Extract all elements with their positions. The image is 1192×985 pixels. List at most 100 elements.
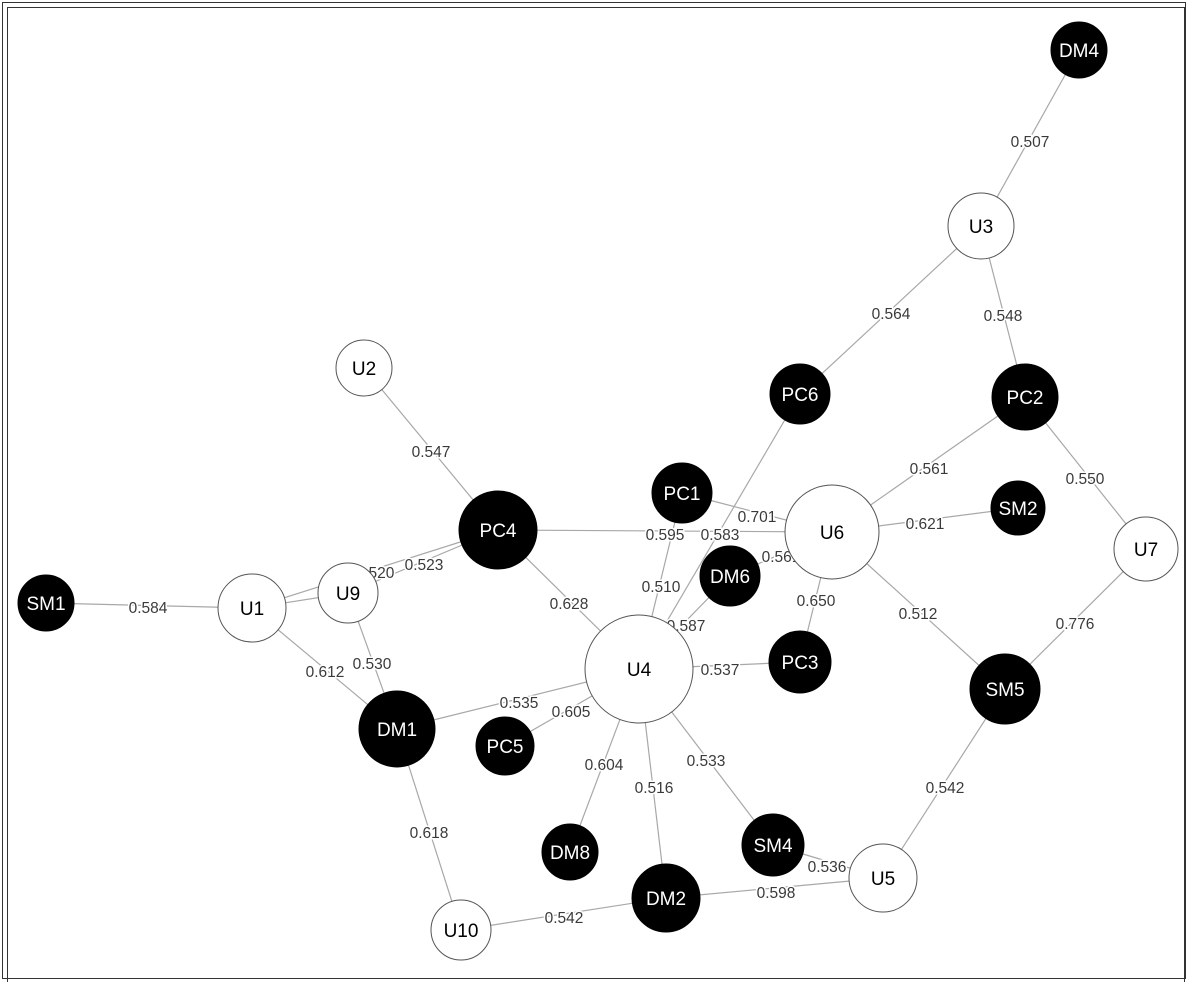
edge-u1-pc4 (251, 529, 499, 609)
node-label: PC1 (664, 484, 701, 505)
node-circle (991, 363, 1059, 431)
node-circle (651, 462, 713, 524)
node-u6: U6 (784, 484, 880, 580)
node-label: PC2 (1007, 388, 1044, 409)
node-circle (541, 823, 599, 881)
node-circle (741, 813, 805, 877)
edge-weight-label: 0.598 (757, 885, 796, 902)
edge-pc4-u6 (497, 529, 833, 533)
node-circle (317, 562, 379, 624)
node-circle (358, 690, 436, 768)
edge-weight-label: 0.628 (550, 596, 589, 613)
node-pc2: PC2 (991, 363, 1059, 431)
edge-weight-label: 0.650 (797, 593, 836, 610)
edge-dm2-u5 (665, 877, 884, 899)
edge-weight-label: 0.583 (701, 527, 740, 544)
node-label: U7 (1134, 540, 1158, 561)
node-label: PC4 (480, 521, 517, 542)
node-label: PC6 (782, 385, 819, 406)
node-pc1: PC1 (651, 462, 713, 524)
node-pc4: PC4 (458, 490, 538, 570)
node-sm2: SM2 (990, 480, 1046, 536)
edge-weight-label: 0.533 (687, 753, 726, 770)
node-dm2: DM2 (631, 863, 701, 933)
edge-sm5-u5 (882, 688, 1006, 879)
node-pc6: PC6 (769, 363, 831, 425)
node-label: DM2 (646, 889, 686, 910)
edge-weight-label: 0.510 (642, 579, 681, 596)
edge-weight-label: 0.548 (984, 308, 1023, 325)
node-label: SM4 (753, 836, 793, 857)
edge-weight-label: 0.537 (701, 662, 740, 679)
node-circle (217, 573, 287, 643)
node-circle (969, 653, 1041, 725)
node-label: DM4 (1059, 41, 1100, 62)
node-sm5: SM5 (969, 653, 1041, 725)
node-label: SM5 (985, 680, 1024, 701)
node-circle (768, 630, 832, 694)
node-label: U6 (820, 523, 844, 544)
node-sm1: SM1 (17, 574, 75, 632)
node-circle (990, 480, 1046, 536)
node-circle (631, 863, 701, 933)
node-circle (17, 574, 75, 632)
node-circle (475, 716, 535, 776)
node-label: U2 (352, 359, 376, 380)
node-sm4: SM4 (741, 813, 805, 877)
node-label: PC3 (782, 653, 819, 674)
node-u4: U4 (584, 614, 694, 724)
node-circle (784, 484, 880, 580)
edge-weight-label: 0.507 (1011, 134, 1050, 151)
edge-weight-label: 0.618 (410, 825, 449, 842)
node-label: U5 (871, 869, 895, 890)
edge-weight-label: 0.530 (353, 656, 392, 673)
node-dm8: DM8 (541, 823, 599, 881)
edge-u10-dm2 (460, 897, 667, 931)
node-pc5: PC5 (475, 716, 535, 776)
node-label: U9 (336, 584, 360, 605)
node-u7: U7 (1113, 516, 1179, 582)
edge-weight-label: 0.604 (585, 757, 624, 774)
node-dm4: DM4 (1050, 21, 1108, 79)
node-u9: U9 (317, 562, 379, 624)
edge-weight-label: 0.542 (926, 780, 965, 797)
nodes-layer: SM1 U1 U9 U2 PC4 DM1 PC5 U4 PC1 DM6 U6 PC6 PC3 U3 DM4 P… (17, 21, 1179, 961)
node-pc3: PC3 (768, 630, 832, 694)
edge-weight-label: 0.776 (1056, 616, 1095, 633)
edge-weight-label: 0.595 (646, 527, 685, 544)
inner-frame (7, 7, 1185, 982)
node-u2: U2 (335, 339, 393, 397)
node-circle (1113, 516, 1179, 582)
node-circle (848, 843, 918, 913)
edge-weight-label: 0.523 (405, 557, 444, 574)
edge-weight-label: 0.564 (872, 306, 911, 323)
edge-weight-label: 0.536 (808, 859, 847, 876)
edge-weight-label: 0.516 (635, 780, 674, 797)
node-label: DM6 (710, 567, 750, 588)
node-label: U4 (627, 660, 652, 681)
node-label: SM2 (998, 499, 1037, 520)
edges-layer (45, 49, 1147, 931)
edge-pc6-u3 (799, 225, 982, 395)
node-circle (1050, 21, 1108, 79)
node-label: U1 (240, 599, 264, 620)
edge-weight-label: 0.542 (545, 910, 584, 927)
node-label: U3 (969, 217, 993, 238)
edge-weight-label: 0.584 (129, 600, 168, 617)
edge-weight-label: 0.701 (738, 509, 777, 526)
node-label: DM1 (377, 720, 417, 741)
node-u3: U3 (947, 192, 1015, 260)
node-u1: U1 (217, 573, 287, 643)
node-circle (458, 490, 538, 570)
node-circle (584, 614, 694, 724)
edge-weight-label: 0.547 (412, 444, 451, 461)
node-label: U10 (444, 921, 479, 942)
node-circle (430, 899, 492, 961)
edge-weight-label: 0.621 (906, 516, 945, 533)
node-circle (335, 339, 393, 397)
edge-weight-label: 0.612 (306, 664, 345, 681)
node-dm1: DM1 (358, 690, 436, 768)
